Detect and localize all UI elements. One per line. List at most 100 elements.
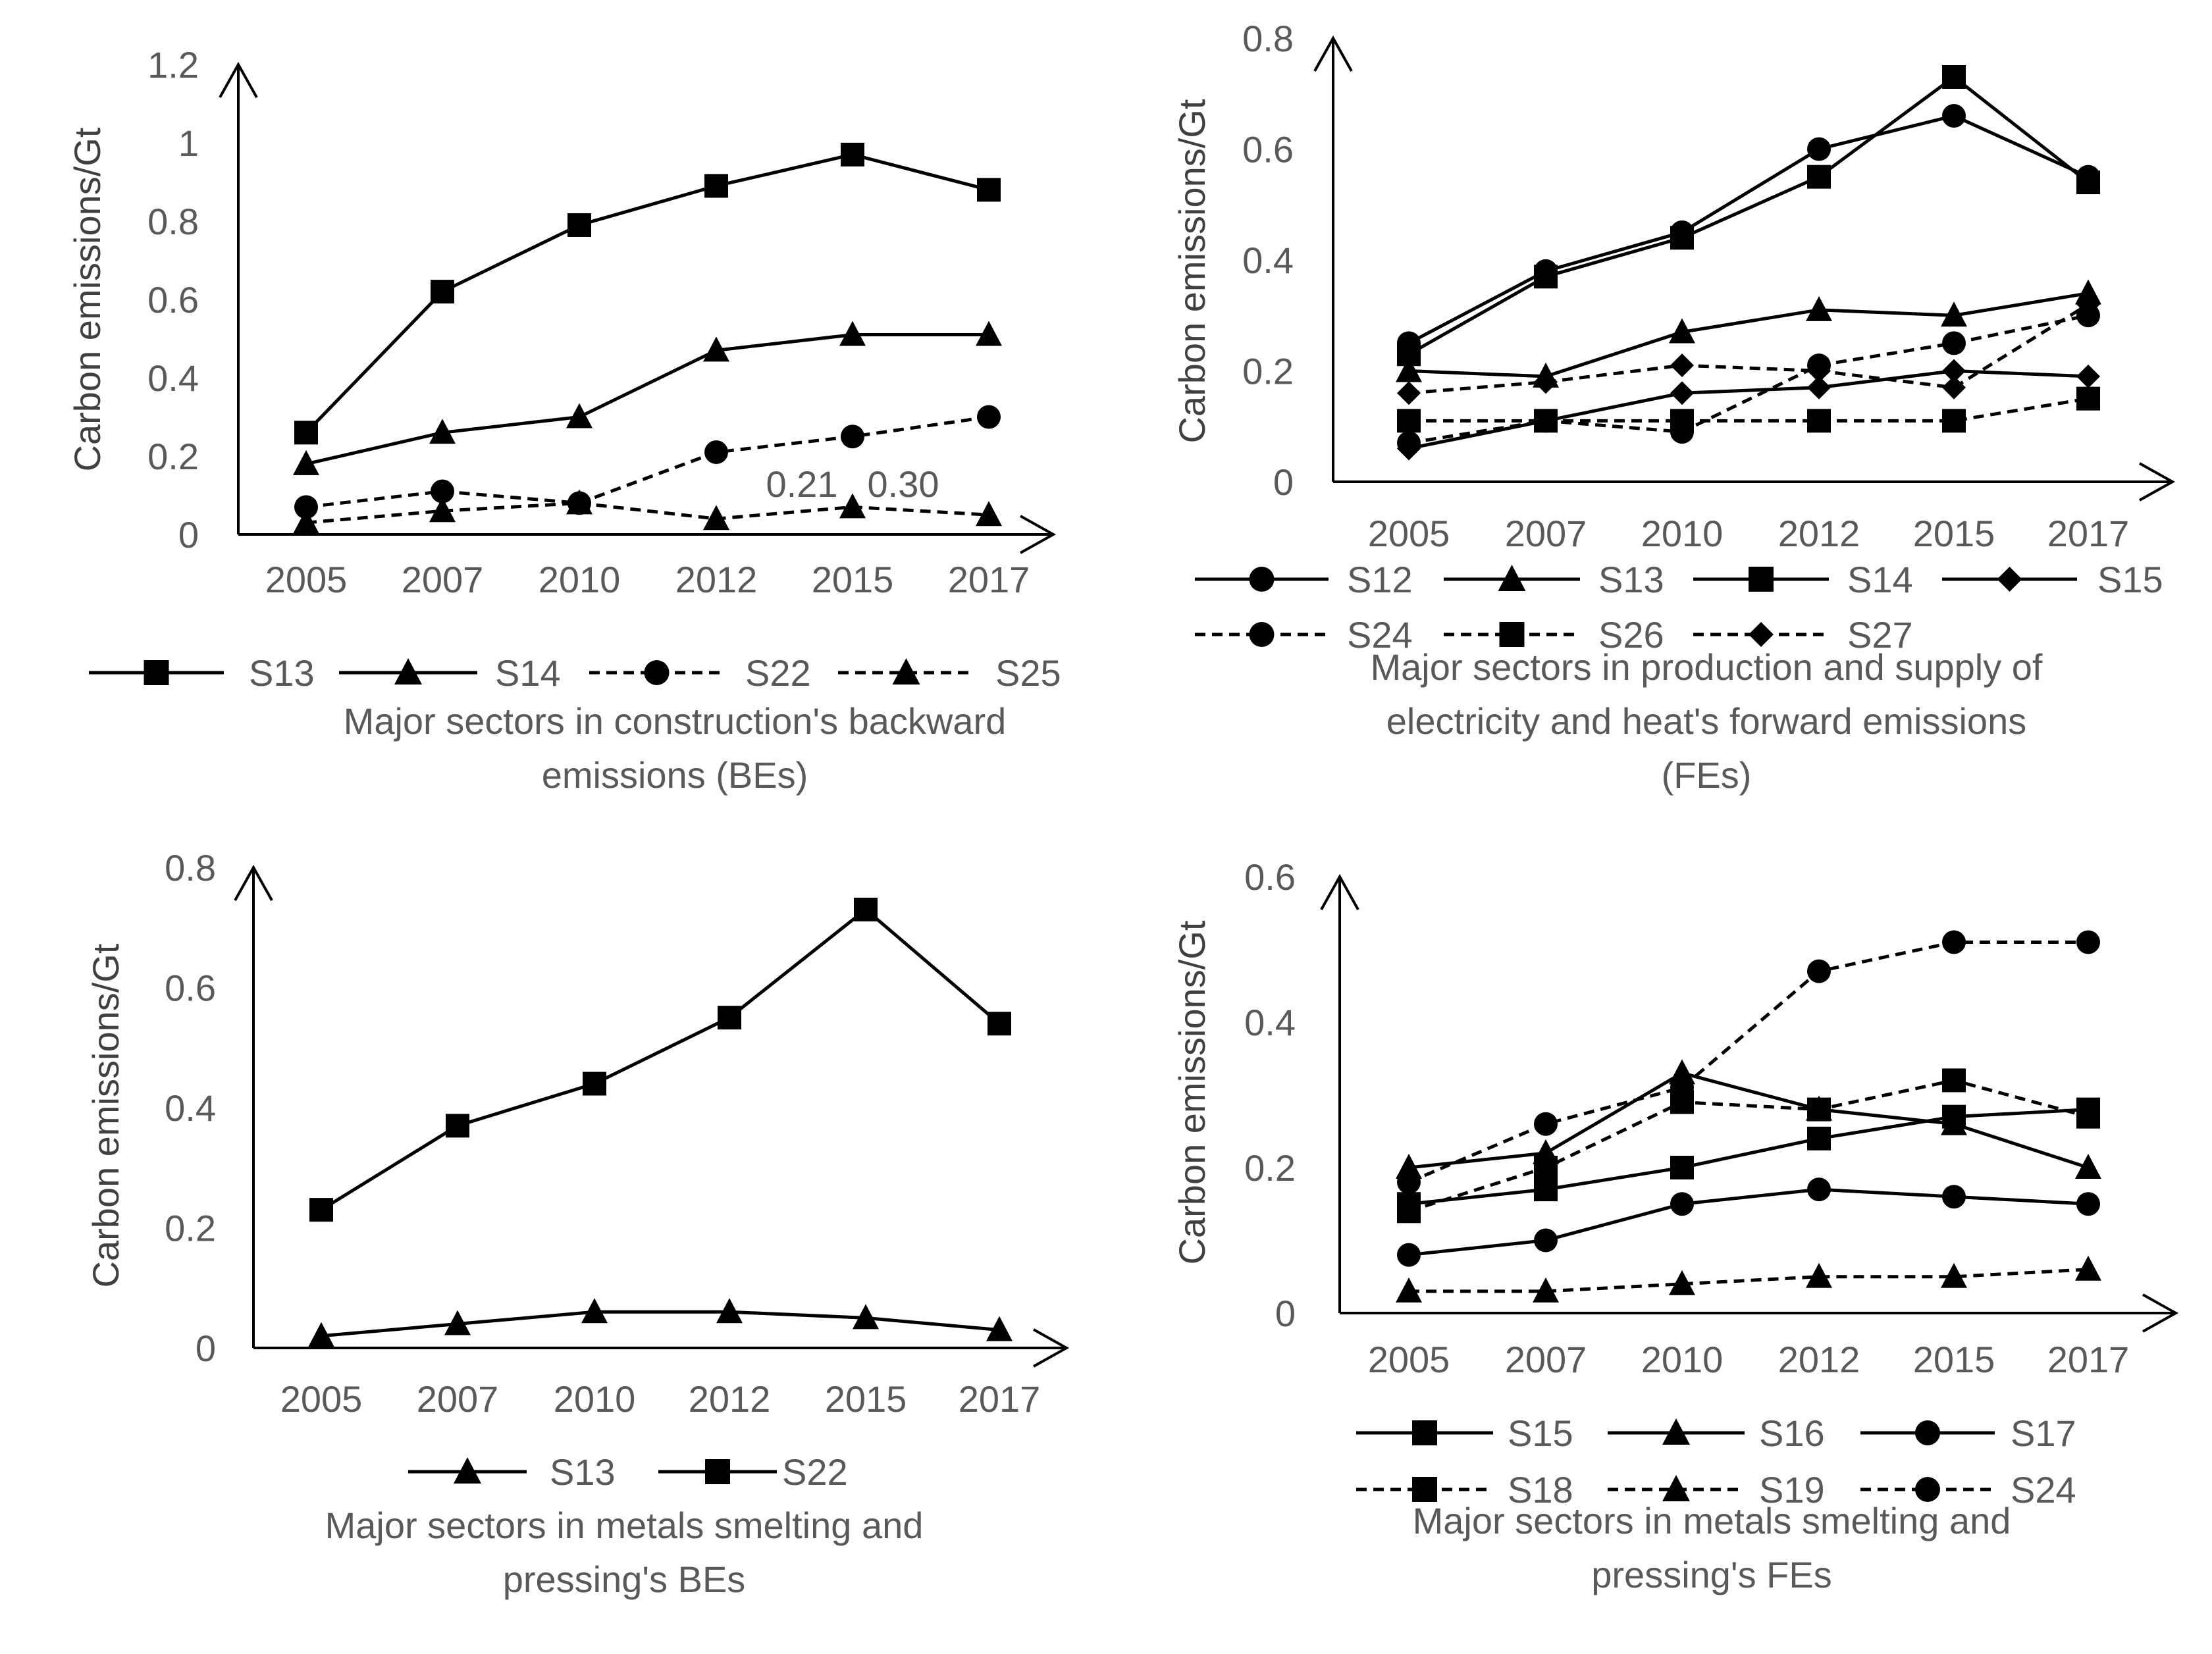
chart-4-x-tick-label: 2010 — [1641, 1339, 1724, 1380]
chart-1-legend-label: S13 — [249, 652, 315, 694]
chart-2-point-s12 — [1942, 103, 1966, 128]
chart-3-series-line-s13 — [321, 1310, 1000, 1338]
chart-2-point-s26 — [2076, 386, 2100, 411]
chart-1-y-tick-label: 0.2 — [147, 436, 199, 477]
chart-4-point-s24 — [1534, 1112, 1558, 1136]
chart-1-legend-marker-s22 — [644, 660, 670, 685]
chart-2-caption-line: electricity and heat's forward emissions — [1386, 700, 2026, 742]
chart-4-legend-marker-s16 — [1662, 1418, 1690, 1445]
chart-4-legend-marker-s15 — [1412, 1420, 1437, 1445]
chart-4-point-s24 — [1942, 930, 1966, 954]
chart-4-point-s18 — [1807, 1097, 1831, 1122]
chart-3-point-s13 — [853, 1304, 879, 1330]
chart-2-series-line-s27 — [1408, 303, 2090, 395]
chart-1-point-s25 — [976, 501, 1002, 527]
chart-3-point-s13 — [581, 1298, 608, 1324]
chart-3-point-s13 — [444, 1310, 471, 1335]
chart-4-point-s16 — [2075, 1154, 2101, 1179]
chart-2-x-tick-label: 2010 — [1641, 513, 1724, 554]
chart-2-legend-marker-s15 — [1997, 567, 2022, 592]
chart-3-x-tick-label: 2015 — [825, 1378, 907, 1420]
chart-1-y-tick-label: 1 — [178, 122, 199, 164]
chart-1-caption-line: emissions (BEs) — [542, 754, 808, 796]
chart-4-legend-marker-s17 — [1915, 1420, 1940, 1445]
chart-4-point-s24 — [1670, 1075, 1694, 1100]
chart-1-point-s25 — [566, 489, 592, 515]
chart-4-series-line-s24 — [1408, 940, 2088, 1184]
chart-1-x-tick-label: 2007 — [402, 559, 484, 600]
chart-1-data-label: 0.21 — [766, 463, 838, 505]
chart-1-legend-marker-s14 — [394, 658, 422, 685]
chart-1-point-s13 — [841, 142, 864, 167]
chart-1-x-tick-label: 2010 — [539, 559, 621, 600]
chart-4-point-s19 — [1806, 1262, 1832, 1288]
chart-4-point-s15 — [1534, 1177, 1558, 1202]
chart-2-point-s27 — [1942, 375, 1966, 400]
chart-3-x-axis-arrow — [1033, 1328, 1070, 1368]
chart-1-series-line-s25 — [305, 501, 989, 525]
chart-1-point-s22 — [704, 440, 728, 465]
chart-2-point-s26 — [1397, 409, 1421, 433]
chart-4-legend-marker-s19 — [1662, 1475, 1690, 1501]
chart-4-point-s17 — [1807, 1177, 1831, 1202]
chart-3-y-axis-arrow — [234, 864, 273, 901]
chart-2-legend-marker-s27 — [1749, 622, 1774, 647]
chart-4-point-s19 — [1396, 1277, 1422, 1303]
chart-2-legend-marker-s13 — [1498, 565, 1526, 591]
chart-2-legend-label: S15 — [2097, 559, 2163, 600]
chart-4-x-tick-label: 2015 — [1913, 1339, 1995, 1380]
chart-1-point-s14 — [703, 336, 729, 362]
chart-4-legend-label: S24 — [2011, 1469, 2076, 1511]
chart-2-series-line-s14 — [1408, 75, 2090, 356]
chart-1-y-tick-label: 1.2 — [147, 44, 199, 86]
chart-2-point-s14 — [2076, 170, 2100, 195]
chart-3-x-tick-label: 2007 — [417, 1378, 499, 1420]
chart-4-point-s19 — [1669, 1270, 1695, 1295]
chart-4-y-tick-label: 0.2 — [1244, 1147, 1296, 1189]
chart-3-series-line-s22 — [320, 908, 1001, 1212]
chart-2-point-s15 — [2076, 364, 2100, 388]
chart-1-point-s22 — [294, 495, 318, 519]
chart-3-y-tick-label: 0 — [196, 1328, 216, 1369]
chart-4-point-s19 — [1941, 1262, 1967, 1288]
chart-3-point-s13 — [986, 1316, 1013, 1341]
chart-4-series-line-s15 — [1408, 1108, 2089, 1206]
chart-2-series-line-s15 — [1408, 369, 2089, 450]
chart-1-legend-label: S25 — [995, 652, 1061, 694]
chart-4-point-s15 — [1670, 1156, 1694, 1179]
chart-3-point-s22 — [718, 1006, 741, 1030]
chart-2-point-s15 — [1942, 359, 1966, 383]
chart-2-point-s14 — [1670, 226, 1694, 250]
chart-2-legend-label: S26 — [1598, 614, 1664, 656]
chart-2-point-s24 — [1397, 431, 1421, 455]
chart-3-caption-line: pressing's BEs — [503, 1559, 746, 1600]
chart-4-point-s18 — [2076, 1104, 2100, 1129]
chart-1-point-s14 — [839, 321, 866, 346]
chart-4-y-axis-arrow — [1320, 873, 1359, 910]
chart-2-point-s15 — [1807, 375, 1831, 400]
chart-3-point-s22 — [854, 897, 878, 921]
chart-2-y-axis-label: Carbon emissions/Gt — [1171, 99, 1213, 443]
chart-2-point-s14 — [1397, 342, 1421, 367]
chart-3-y-axis-label: Carbon emissions/Gt — [85, 943, 126, 1287]
chart-4-legend-label: S18 — [1508, 1469, 1573, 1511]
chart-2-point-s26 — [1534, 409, 1558, 433]
chart-4-point-s19 — [2075, 1255, 2101, 1281]
chart-3-legend-marker-s22 — [705, 1459, 730, 1484]
chart-2-x-tick-label: 2017 — [2047, 513, 2130, 554]
chart-2-point-s26 — [1670, 409, 1694, 433]
chart-3-legend-marker-s13 — [454, 1457, 481, 1484]
chart-1-point-s13 — [431, 280, 454, 304]
chart-2-point-s14 — [1942, 65, 1966, 89]
chart-1-point-s25 — [429, 497, 456, 523]
chart-4-caption-line: Major sectors in metals smelting and — [1413, 1500, 2011, 1541]
chart-3-y-tick-label: 0.8 — [165, 847, 216, 889]
chart-2-series-line-s12 — [1408, 114, 2090, 345]
chart-1-y-axis-label: Carbon emissions/Gt — [66, 127, 108, 471]
chart-3-point-s22 — [446, 1114, 469, 1138]
chart-1-caption-line: Major sectors in construction's backward — [344, 700, 1007, 742]
chart-2-legend-label: S24 — [1347, 614, 1413, 656]
chart-4-series-line-s16 — [1408, 1071, 2089, 1170]
chart-1-point-s13 — [977, 178, 1001, 202]
